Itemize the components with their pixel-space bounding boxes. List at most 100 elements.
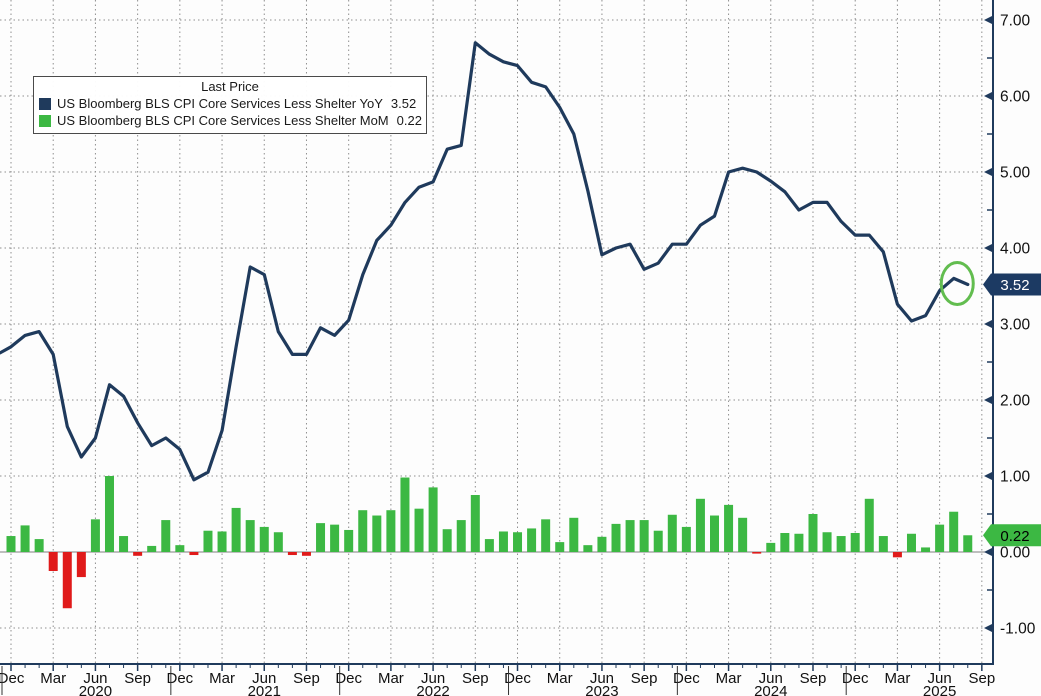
y-tick-arrow-icon xyxy=(984,471,993,481)
y-tick-label: 7.00 xyxy=(1000,13,1031,30)
mom-bar xyxy=(484,539,494,552)
x-quarter-label: Mar xyxy=(40,670,66,687)
y-tick-label: 3.00 xyxy=(1000,317,1031,334)
y-tick-arrow-icon xyxy=(984,623,993,633)
legend-title: Last Price xyxy=(201,79,259,94)
mom-bar xyxy=(611,523,621,552)
mom-bar xyxy=(836,536,846,552)
x-quarter-label: Sep xyxy=(124,670,151,687)
mom-bar xyxy=(133,552,143,556)
mom-bar xyxy=(921,547,931,552)
x-quarter-label: Jun xyxy=(759,670,783,687)
mom-bar xyxy=(766,542,776,552)
mom-bar xyxy=(442,529,452,552)
mom-bar xyxy=(217,531,227,552)
y-tick-arrow-icon xyxy=(984,15,993,25)
x-quarter-label: Mar xyxy=(716,670,742,687)
x-quarter-label: Sep xyxy=(800,670,827,687)
y-tick-arrow-icon xyxy=(984,243,993,253)
mom-bar xyxy=(864,498,874,552)
mom-bar xyxy=(48,552,58,571)
legend-value-mom: 0.22 xyxy=(396,113,422,128)
mom-bar xyxy=(625,520,635,552)
x-quarter-label: Sep xyxy=(968,670,995,687)
x-quarter-label: Dec xyxy=(335,670,362,687)
x-quarter-label: Sep xyxy=(462,670,489,687)
mom-bar xyxy=(400,477,410,552)
mom-bar xyxy=(738,517,748,552)
x-quarter-label: Sep xyxy=(631,670,658,687)
mom-last-price-badge-text: 0.22 xyxy=(1000,528,1029,545)
x-quarter-label: Dec xyxy=(673,670,700,687)
mom-bar xyxy=(780,533,790,552)
y-tick-label: 4.00 xyxy=(1000,241,1031,258)
mom-bar xyxy=(681,526,691,552)
mom-bar xyxy=(104,476,114,552)
mom-bar xyxy=(358,510,368,552)
mom-bar xyxy=(259,526,269,552)
mom-bar xyxy=(639,520,649,552)
mom-bar xyxy=(386,510,396,552)
chart-legend: Last Price US Bloomberg BLS CPI Core Ser… xyxy=(33,76,427,134)
yoy-line-swatch-icon xyxy=(39,98,51,110)
mom-bar xyxy=(569,517,579,552)
x-quarter-label: Dec xyxy=(166,670,193,687)
mom-bar xyxy=(34,539,44,552)
x-year-label: 2020 xyxy=(79,683,112,696)
mom-bar xyxy=(710,515,719,552)
x-year-label: 2025 xyxy=(923,683,956,696)
mom-bar xyxy=(892,552,902,558)
x-quarter-label: Dec xyxy=(842,670,869,687)
mom-bar xyxy=(935,524,945,552)
x-quarter-label: Sep xyxy=(293,670,320,687)
mom-bar xyxy=(850,533,860,552)
mom-bar xyxy=(555,542,565,552)
mom-bar xyxy=(344,529,354,552)
mom-bar xyxy=(231,507,241,552)
mom-bar xyxy=(878,536,888,552)
x-quarter-label: Mar xyxy=(547,670,573,687)
mom-bar xyxy=(794,533,804,552)
y-tick-arrow-icon xyxy=(984,547,993,557)
y-tick-arrow-icon xyxy=(984,91,993,101)
y-tick-label: 6.00 xyxy=(1000,89,1031,106)
mom-bar xyxy=(316,523,326,552)
y-tick-arrow-icon xyxy=(984,319,993,329)
y-tick-arrow-icon xyxy=(984,167,993,177)
mom-bar xyxy=(414,508,424,552)
x-year-label: 2022 xyxy=(416,683,449,696)
mom-bar xyxy=(203,530,213,552)
yoy-line xyxy=(0,41,970,482)
mom-bar xyxy=(62,552,72,609)
mom-bar xyxy=(119,536,129,552)
x-quarter-label: Jun xyxy=(83,670,107,687)
mom-bar xyxy=(287,552,297,556)
yoy-last-price-badge-text: 3.52 xyxy=(1000,277,1029,294)
mom-bar xyxy=(513,532,523,552)
mom-bar xyxy=(6,536,16,552)
y-tick-arrow-icon xyxy=(984,395,993,405)
x-quarter-label: Mar xyxy=(378,670,404,687)
mom-bar xyxy=(428,487,438,552)
y-tick-label: 2.00 xyxy=(1000,393,1031,410)
mom-bar xyxy=(695,498,705,552)
mom-bar xyxy=(752,552,762,554)
mom-bar xyxy=(76,552,86,578)
x-quarter-label: Dec xyxy=(504,670,531,687)
mom-bar xyxy=(175,545,185,552)
legend-label-mom: US Bloomberg BLS CPI Core Services Less … xyxy=(57,113,389,128)
mom-bar xyxy=(273,532,283,552)
legend-item-yoy: US Bloomberg BLS CPI Core Services Less … xyxy=(34,95,426,112)
last-point-annotation-circle xyxy=(939,260,975,306)
x-quarter-label: Jun xyxy=(928,670,952,687)
mom-last-price-badge xyxy=(983,524,1041,547)
mom-bar xyxy=(245,520,255,552)
mom-bar xyxy=(456,520,466,552)
mom-bar xyxy=(949,511,959,552)
mom-bar xyxy=(330,524,340,552)
x-quarter-label: Mar xyxy=(209,670,235,687)
mom-bar-swatch-icon xyxy=(39,115,51,127)
x-quarter-label: Dec xyxy=(0,670,25,687)
legend-item-mom: US Bloomberg BLS CPI Core Services Less … xyxy=(34,112,426,129)
